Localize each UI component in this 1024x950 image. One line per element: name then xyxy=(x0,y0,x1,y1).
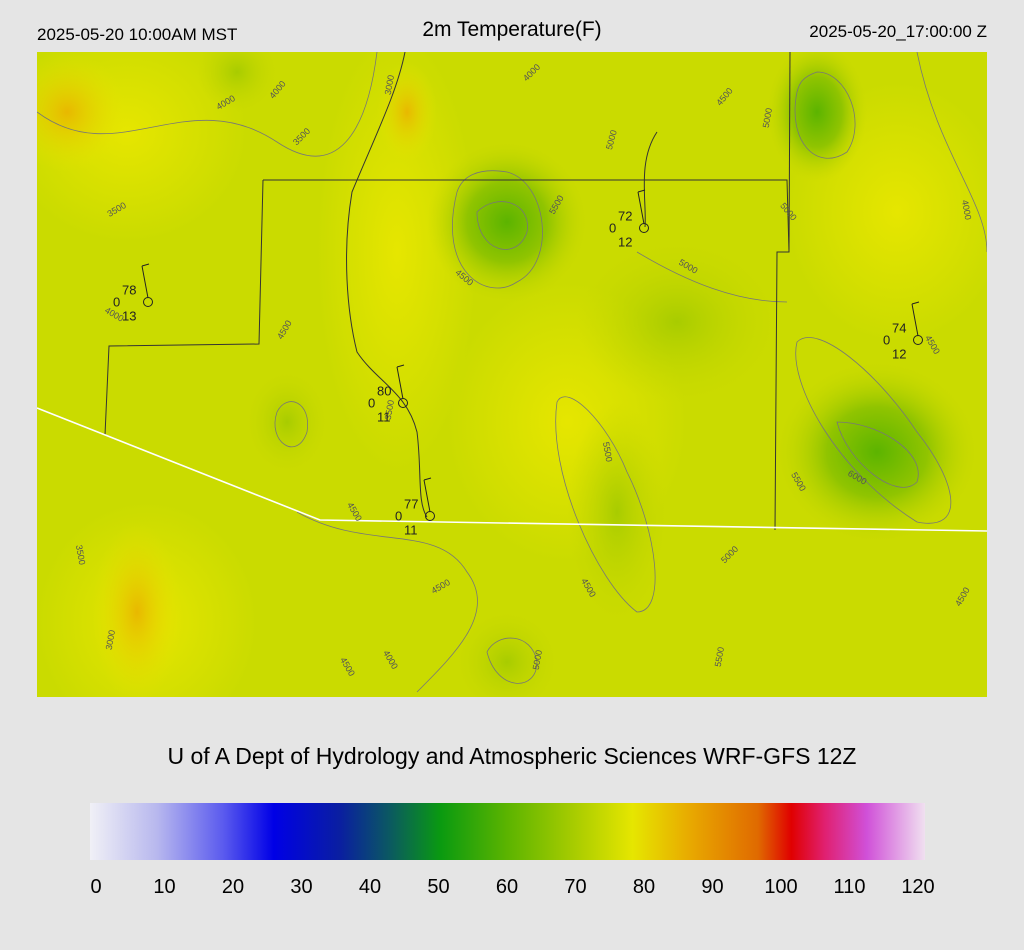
wind-barb-flag xyxy=(911,301,920,305)
colorbar-tick-label: 70 xyxy=(564,876,587,898)
contour-lines xyxy=(37,52,987,693)
station-dewpoint: 0 xyxy=(113,294,120,309)
colorbar-tick-label: 20 xyxy=(221,876,245,898)
contour-label: 3000 xyxy=(383,74,396,95)
station-temp: 74 xyxy=(892,320,906,335)
temperature-map: 4000400035003000400035004000450045005500… xyxy=(37,52,987,697)
colorbar-tick-label: 10 xyxy=(153,876,176,898)
wind-barb xyxy=(911,303,919,337)
wind-barb-flag xyxy=(423,477,432,481)
station-dewpoint: 0 xyxy=(883,332,890,347)
station-dewpoint: 0 xyxy=(395,508,402,523)
wind-barb-flag xyxy=(141,263,150,267)
station-dewpoint: 0 xyxy=(368,395,375,410)
colorbar-tick-label: 110 xyxy=(833,876,866,898)
station-temp: 72 xyxy=(618,208,632,223)
footer-credit: U of A Dept of Hydrology and Atmospheric… xyxy=(167,743,857,769)
wind-barb xyxy=(637,191,645,225)
contour-label: 5000 xyxy=(761,107,774,128)
station-wind: 12 xyxy=(618,234,632,249)
station-temp: 78 xyxy=(122,282,136,297)
colorbar-tick-label: 80 xyxy=(632,876,656,898)
station-temp: 80 xyxy=(377,383,391,398)
colorbar-tick-label: 90 xyxy=(701,876,724,898)
station-temp: 77 xyxy=(404,496,418,511)
contour-label: 3500 xyxy=(383,399,396,420)
contour-label: 3000 xyxy=(104,629,117,650)
station-dewpoint: 0 xyxy=(609,220,616,235)
station-wind: 11 xyxy=(377,409,391,424)
colorbar-tick-label: 60 xyxy=(495,876,519,898)
station-wind: 12 xyxy=(892,346,906,361)
wind-barb-flag xyxy=(396,364,405,368)
map-title: 2m Temperature(F) xyxy=(422,18,602,41)
wind-barb xyxy=(423,479,431,513)
contour-label: 5000 xyxy=(531,649,544,670)
colorbar xyxy=(90,803,925,860)
valid-time-local: 2025-05-20 10:00AM MST xyxy=(37,25,238,44)
valid-time-utc: 2025-05-20_17:00:00 Z xyxy=(809,22,987,41)
contour-label: 5500 xyxy=(713,646,726,667)
contour-label: 3500 xyxy=(74,544,87,565)
colorbar-tick-label: 100 xyxy=(764,876,798,898)
temperature-shading xyxy=(37,52,987,697)
wind-barb xyxy=(141,265,149,299)
colorbar-tick-label: 0 xyxy=(90,876,102,898)
boundaries xyxy=(104,52,791,531)
colorbar-tick-label: 50 xyxy=(427,876,450,898)
wind-barb-flag xyxy=(637,189,646,193)
state-border xyxy=(37,407,987,532)
station-wind: 13 xyxy=(122,308,136,323)
contour-label: 4000 xyxy=(960,199,973,220)
wind-barb xyxy=(396,366,404,400)
colorbar-tick-label: 30 xyxy=(290,876,313,898)
colorbar-tick-label: 40 xyxy=(358,876,382,898)
contour-label: 5500 xyxy=(601,441,614,462)
colorbar-tick-label: 120 xyxy=(901,876,935,898)
station-wind: 11 xyxy=(404,522,418,537)
